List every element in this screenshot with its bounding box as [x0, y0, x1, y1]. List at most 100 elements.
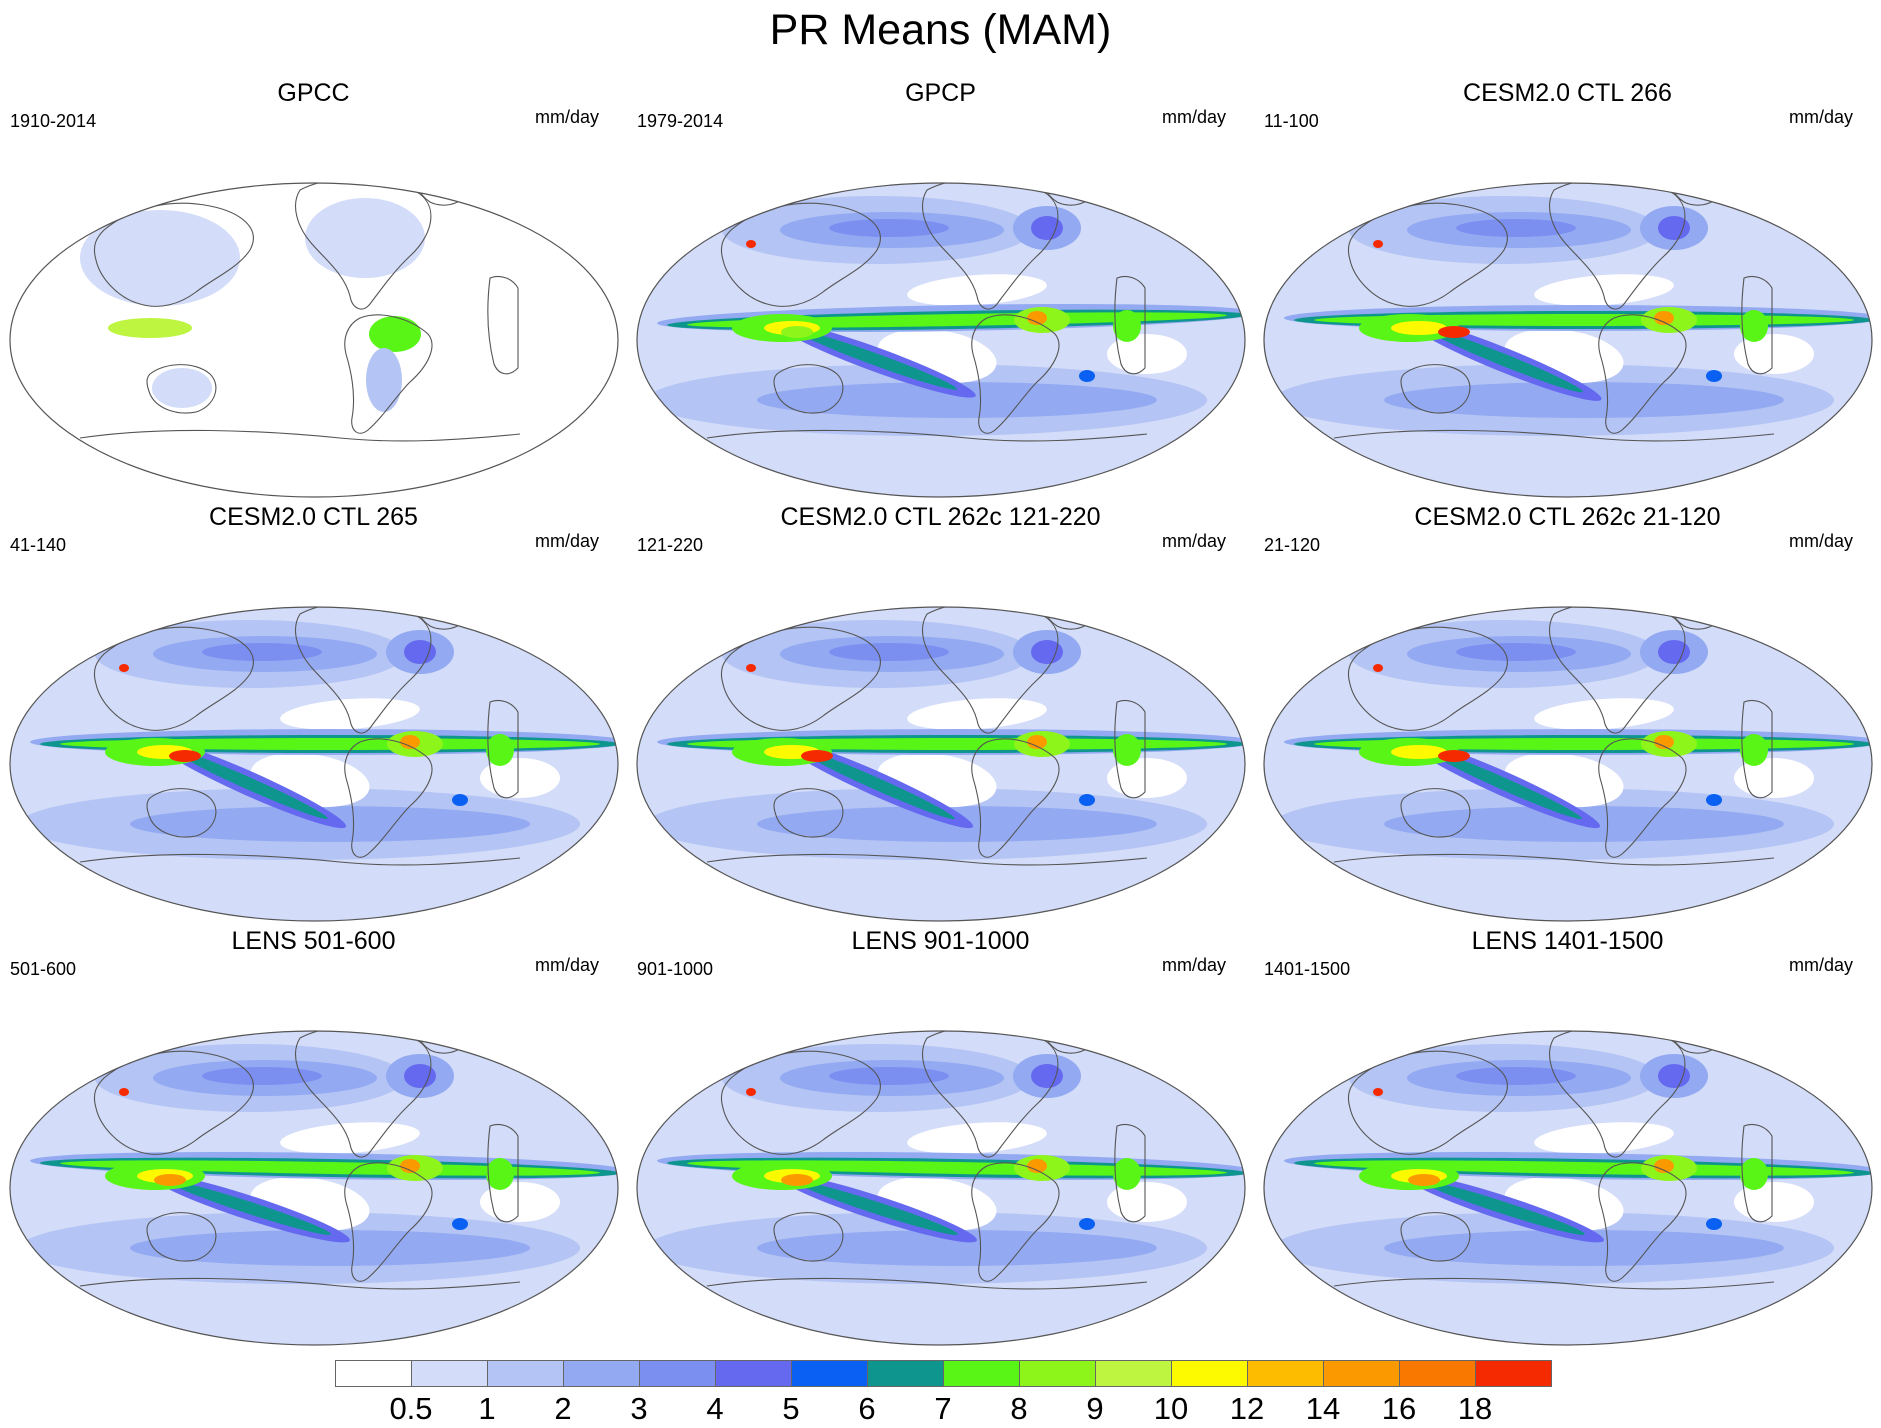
africa-coastline [1741, 699, 1773, 799]
north-atlantic-core [404, 640, 436, 664]
colorbar-swatch [1475, 1360, 1552, 1387]
south-america-coastline [344, 314, 433, 434]
southern-ocean-storm-track [757, 382, 1157, 418]
asia-coastline [93, 202, 254, 307]
colorbar-label: 0.5 [389, 1391, 433, 1426]
africa-rain [1113, 734, 1141, 766]
main-title: PR Means (MAM) [769, 6, 1112, 54]
australia-coastline [146, 1212, 217, 1262]
panel-units: mm/day [1161, 107, 1226, 127]
colorbar-swatch [411, 1360, 488, 1387]
storm-track-core [1456, 643, 1576, 661]
antarctica-coastline [79, 853, 521, 866]
north-pacific-dry-zone [280, 698, 420, 730]
east-asia-max [746, 664, 756, 672]
map-panel: GPCC 1910-2014 mm/day [0, 78, 627, 501]
spcz-core [1425, 327, 1583, 393]
warm-pool-max [781, 1174, 813, 1186]
africa-rain [1740, 734, 1768, 766]
antarctica-coastline [1333, 853, 1775, 866]
africa-rain [1740, 1158, 1768, 1190]
map-boundary [9, 606, 619, 922]
antarctica-coastline [1333, 429, 1775, 442]
antarctica-coastline [79, 429, 521, 442]
south-america-coastline [344, 1162, 433, 1282]
panel-period: 1401-1500 [1264, 959, 1351, 979]
south-atlantic-dry-zone [1734, 1182, 1814, 1222]
asia-coastline [720, 626, 881, 731]
east-asia-max [1373, 240, 1383, 248]
spcz-core [1426, 748, 1582, 820]
australia-coastline [773, 364, 844, 414]
east-asia-max [746, 1088, 756, 1096]
warm-pool-max [781, 326, 813, 338]
panel-title: GPCP [905, 79, 976, 107]
panel-period: 901-1000 [637, 959, 714, 979]
colorbar-label: 14 [1305, 1391, 1341, 1426]
panel-units: mm/day [534, 955, 599, 975]
map-boundary [1263, 182, 1873, 498]
asia-coastline [720, 202, 881, 307]
east-asia-max [1373, 664, 1383, 672]
colorbar-label: 8 [1010, 1391, 1028, 1426]
ocean-no-data [10, 183, 618, 497]
warm-pool-max [801, 750, 833, 762]
north-atlantic-core [1658, 216, 1690, 240]
storm-track-core [829, 219, 949, 237]
africa-rain [1113, 310, 1141, 342]
south-atlantic-dry-zone [1107, 758, 1187, 798]
map-boundary [1263, 606, 1873, 922]
panel-period: 1979-2014 [637, 111, 724, 131]
south-atlantic-dry-zone [1107, 1182, 1187, 1222]
colorbar-label: 3 [630, 1391, 648, 1426]
south-atlantic-dry-zone [1107, 334, 1187, 374]
map-panel: LENS 901-1000 901-1000 mm/day [627, 926, 1254, 1349]
colorbar-label: 12 [1229, 1391, 1265, 1426]
itcz-core [60, 1160, 600, 1176]
north-pacific-dry-zone [907, 274, 1047, 306]
africa-coastline [487, 275, 519, 375]
storm-track-core [829, 643, 949, 661]
colorbar-swatch [1247, 1360, 1324, 1387]
north-atlantic-core [1031, 216, 1063, 240]
precipitation-map [1263, 606, 1873, 922]
amazon-max [1027, 311, 1047, 325]
precipitation-map [9, 182, 619, 498]
north-pacific-dry-zone [1534, 698, 1674, 730]
south-america-coastline [1598, 1162, 1687, 1282]
south-atlantic-dry-zone [1734, 758, 1814, 798]
southern-ocean-storm-track [1384, 1230, 1784, 1266]
colorbar-label: 1 [478, 1391, 496, 1426]
panel-period: 21-120 [1264, 535, 1321, 555]
panel-title: LENS 901-1000 [851, 927, 1030, 955]
itcz-core [1314, 1160, 1854, 1176]
antarctica-coastline [79, 1277, 521, 1290]
warm-pool-max [169, 750, 201, 762]
map-boundary [9, 1030, 619, 1346]
storm-track-core [829, 1067, 949, 1085]
precipitation-map [9, 606, 619, 922]
antarctica-coastline [706, 429, 1148, 442]
south-atlantic-dry-zone [480, 1182, 560, 1222]
maritime-continent-max [1391, 321, 1447, 335]
map-boundary [636, 1030, 1246, 1346]
north-pacific-dry-zone [1534, 274, 1674, 306]
australia-coastline [1400, 1212, 1471, 1262]
africa-coastline [1741, 275, 1773, 375]
north-atlantic-core [1658, 640, 1690, 664]
panel-title: LENS 501-600 [231, 927, 396, 955]
east-asia-max [746, 240, 756, 248]
panel-period: 41-140 [10, 535, 67, 555]
south-america-coastline [971, 314, 1060, 434]
panel-title: CESM2.0 CTL 262c 121-220 [780, 503, 1101, 531]
asia-coastline [1347, 626, 1508, 731]
southern-ocean-storm-track [757, 1230, 1157, 1266]
north-atlantic-core [404, 1064, 436, 1088]
colorbar-label: 5 [782, 1391, 800, 1426]
precipitation-map [636, 182, 1246, 498]
storm-track-core [202, 1067, 322, 1085]
colorbar-swatch [1019, 1360, 1096, 1387]
south-atlantic-core [1079, 794, 1095, 806]
south-atlantic-dry-zone [1734, 334, 1814, 374]
map-panel: CESM2.0 CTL 266 11-100 mm/day [1254, 78, 1881, 501]
